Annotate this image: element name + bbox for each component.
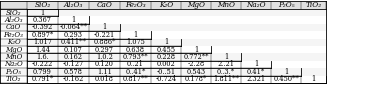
Text: 1: 1 bbox=[102, 23, 107, 31]
Text: 0.367: 0.367 bbox=[33, 16, 52, 24]
Text: P₂O₅: P₂O₅ bbox=[278, 1, 294, 9]
Text: 1: 1 bbox=[254, 60, 258, 68]
Text: -0.724: -0.724 bbox=[155, 75, 177, 83]
Text: Al₂O₃: Al₂O₃ bbox=[4, 16, 23, 24]
Text: 0.41*: 0.41* bbox=[247, 68, 265, 76]
Text: 1: 1 bbox=[164, 38, 168, 46]
Text: 0.543: 0.543 bbox=[186, 68, 206, 76]
Text: 0.107: 0.107 bbox=[64, 46, 83, 54]
Bar bbox=[0, 31, 326, 39]
Text: 1.11: 1.11 bbox=[97, 68, 112, 76]
Bar bbox=[0, 16, 326, 24]
Text: 0.791*: 0.791* bbox=[31, 75, 54, 83]
Text: 2.321: 2.321 bbox=[246, 75, 265, 83]
Text: 0.450**: 0.450** bbox=[273, 75, 299, 83]
Bar bbox=[0, 53, 326, 61]
Text: 0.578: 0.578 bbox=[64, 68, 83, 76]
Text: 1: 1 bbox=[40, 9, 45, 17]
Bar bbox=[0, 76, 326, 83]
Text: 0.638: 0.638 bbox=[126, 46, 145, 54]
Text: 1: 1 bbox=[224, 53, 228, 61]
Text: K₂O: K₂O bbox=[7, 38, 20, 46]
Text: 0..41*: 0..41* bbox=[125, 68, 146, 76]
Text: 1.6.: 1.6. bbox=[36, 53, 49, 61]
Text: 0.772**: 0.772** bbox=[183, 53, 209, 61]
Text: 0.411**: 0.411** bbox=[61, 38, 86, 46]
Text: -0.392: -0.392 bbox=[32, 23, 53, 31]
Text: 0.817**: 0.817** bbox=[123, 75, 148, 83]
Text: CaO: CaO bbox=[6, 23, 21, 31]
Text: MnO: MnO bbox=[217, 1, 235, 9]
Bar bbox=[0, 61, 326, 68]
Text: 1: 1 bbox=[71, 16, 76, 24]
Text: TiO₂: TiO₂ bbox=[305, 1, 321, 9]
Text: 0.897*: 0.897* bbox=[31, 31, 54, 39]
Text: 0.002: 0.002 bbox=[157, 60, 175, 68]
Text: 1.075: 1.075 bbox=[126, 38, 145, 46]
Text: 1.0.2: 1.0.2 bbox=[96, 53, 113, 61]
Text: -0.127: -0.127 bbox=[63, 60, 84, 68]
Text: MgO: MgO bbox=[5, 46, 22, 54]
Text: 0..3.*: 0..3.* bbox=[217, 68, 235, 76]
Text: 1: 1 bbox=[284, 68, 288, 76]
Text: 0.228: 0.228 bbox=[156, 53, 176, 61]
Text: 2..21: 2..21 bbox=[217, 60, 235, 68]
Text: 1: 1 bbox=[133, 31, 138, 39]
Text: 1.811**: 1.811** bbox=[213, 75, 239, 83]
Text: Al₂O₃: Al₂O₃ bbox=[64, 1, 83, 9]
Text: Na₂O: Na₂O bbox=[246, 1, 266, 9]
Text: -0..51: -0..51 bbox=[156, 68, 176, 76]
Text: 0.018: 0.018 bbox=[95, 75, 114, 83]
Text: -0.221: -0.221 bbox=[94, 31, 115, 39]
Text: Na₂O: Na₂O bbox=[4, 60, 23, 68]
Text: SiO₂: SiO₂ bbox=[34, 1, 51, 9]
Text: -0.222: -0.222 bbox=[32, 60, 53, 68]
Text: -0.064**: -0.064** bbox=[59, 23, 88, 31]
Text: 1: 1 bbox=[194, 46, 198, 54]
Text: MgO: MgO bbox=[187, 1, 205, 9]
Text: MnO: MnO bbox=[5, 53, 22, 61]
Bar bbox=[0, 39, 326, 46]
Text: Fe₂O₃: Fe₂O₃ bbox=[3, 31, 23, 39]
Bar bbox=[0, 46, 326, 53]
Text: 0.455: 0.455 bbox=[156, 46, 176, 54]
Text: 0.793**: 0.793** bbox=[123, 53, 148, 61]
Text: P₂O₅: P₂O₅ bbox=[6, 68, 21, 76]
Text: 0.886*: 0.886* bbox=[93, 38, 116, 46]
Text: 0.293: 0.293 bbox=[64, 31, 83, 39]
Text: 1.44: 1.44 bbox=[35, 46, 50, 54]
Bar bbox=[0, 24, 326, 31]
Text: Fe₂O₃: Fe₂O₃ bbox=[125, 1, 146, 9]
Text: 0.120: 0.120 bbox=[95, 60, 114, 68]
Text: 0.297: 0.297 bbox=[95, 46, 114, 54]
Bar bbox=[0, 9, 326, 16]
Text: 1.017: 1.017 bbox=[33, 38, 52, 46]
Text: CaO: CaO bbox=[97, 1, 112, 9]
Text: 0.162: 0.162 bbox=[64, 53, 83, 61]
Text: K₂O: K₂O bbox=[159, 1, 173, 9]
Text: TiO₂: TiO₂ bbox=[6, 75, 21, 83]
Bar bbox=[0, 1, 326, 9]
Text: 1: 1 bbox=[311, 75, 315, 83]
Text: 0.799: 0.799 bbox=[33, 68, 52, 76]
Bar bbox=[0, 68, 326, 76]
Text: -0.162: -0.162 bbox=[63, 75, 84, 83]
Text: SiO₂: SiO₂ bbox=[6, 9, 21, 17]
Text: -2.28: -2.28 bbox=[188, 60, 205, 68]
Text: 0..21: 0..21 bbox=[127, 60, 144, 68]
Text: 0.178*: 0.178* bbox=[185, 75, 207, 83]
